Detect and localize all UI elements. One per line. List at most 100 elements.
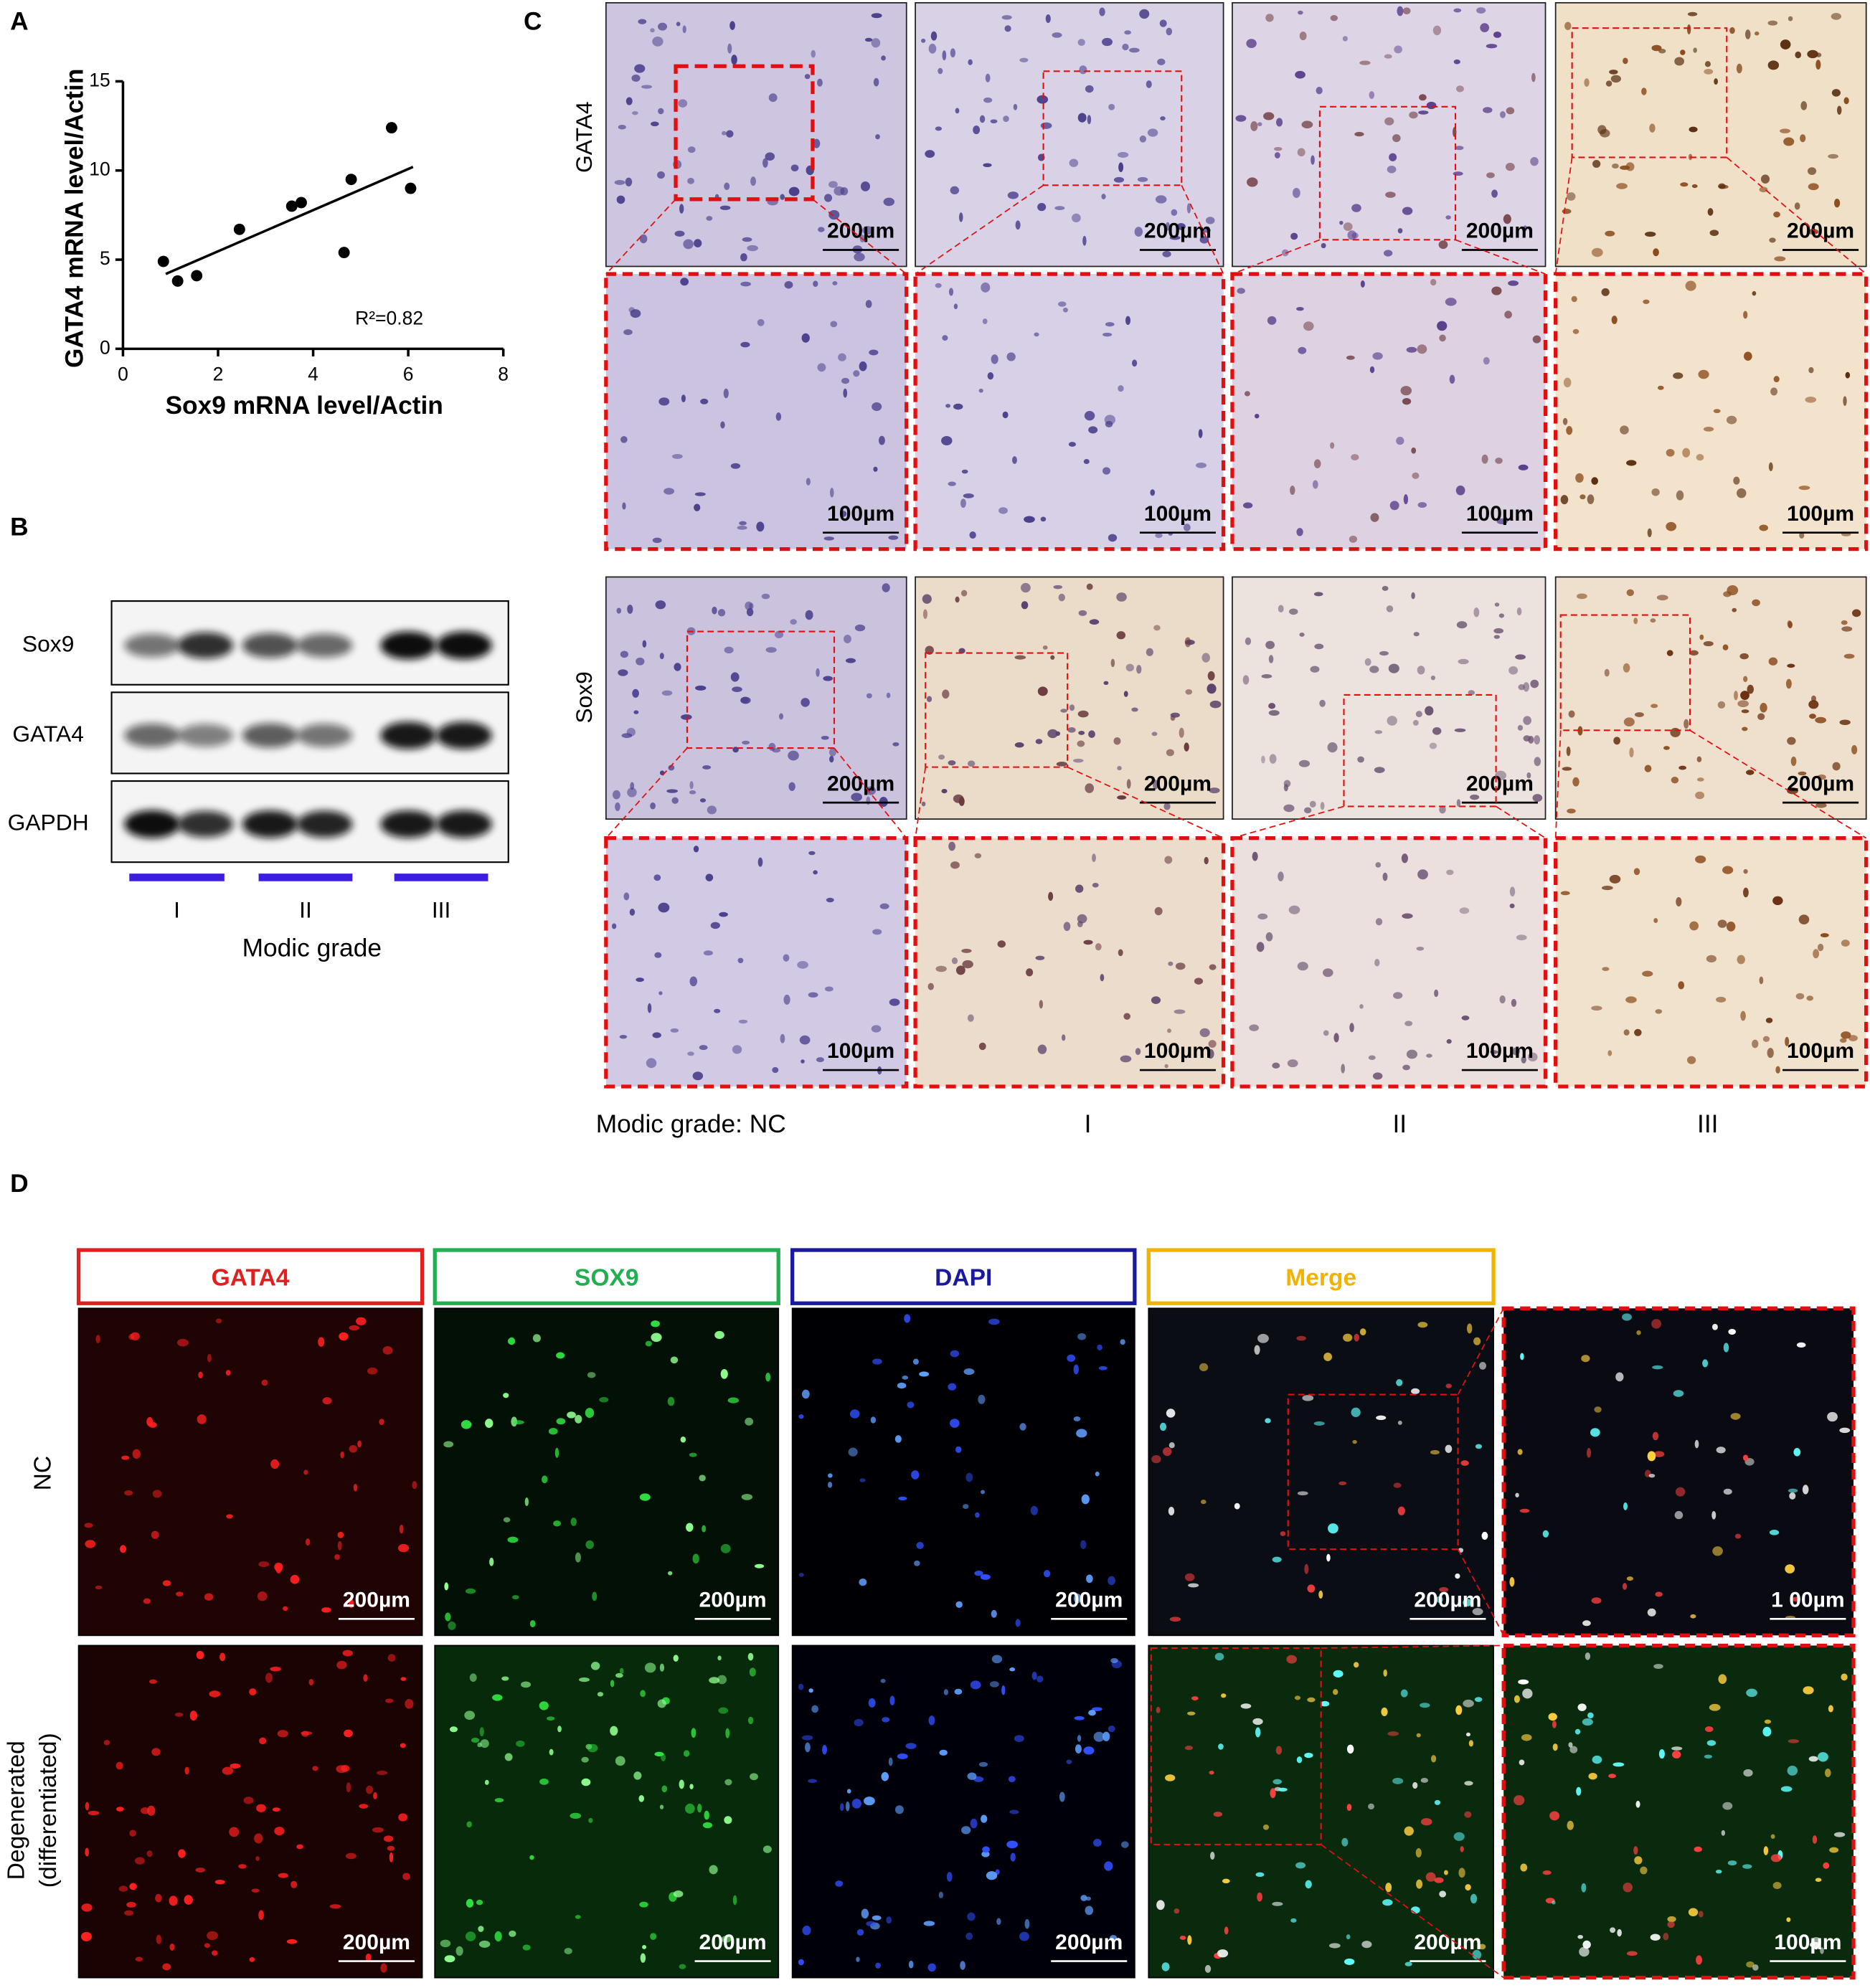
cell (1307, 1697, 1316, 1703)
cell (129, 1830, 136, 1837)
scale-bar-label: 200µm (1144, 219, 1212, 243)
cell (1299, 32, 1307, 41)
cell (1089, 619, 1100, 625)
cell (1281, 249, 1289, 257)
cell (888, 535, 899, 540)
cell (1727, 1860, 1737, 1866)
cell (1647, 1451, 1656, 1462)
cell (1521, 1056, 1526, 1064)
x-tick-label: 4 (308, 363, 318, 384)
cell (1101, 194, 1106, 199)
cell (1131, 707, 1138, 712)
row-label: (differentiated) (35, 1733, 62, 1888)
cell (1209, 1771, 1214, 1775)
cell (750, 1773, 758, 1781)
cell (1267, 316, 1277, 325)
cell (1323, 1352, 1333, 1361)
cell (1623, 1029, 1630, 1036)
data-point (157, 255, 169, 268)
cell (1560, 891, 1570, 896)
cell (1346, 1804, 1352, 1812)
cell (1706, 1740, 1716, 1746)
cell (1077, 39, 1085, 46)
cell (1093, 1731, 1105, 1742)
cell (1590, 1428, 1600, 1437)
cell (1031, 1672, 1037, 1680)
cell (1297, 1491, 1308, 1496)
cell (1640, 1866, 1648, 1875)
cell (694, 492, 706, 496)
cell (1773, 376, 1780, 382)
cell (259, 1737, 267, 1745)
y-tick-label: 0 (100, 336, 110, 358)
cell (859, 1578, 867, 1586)
cell (1591, 1597, 1602, 1604)
cell (961, 1826, 971, 1835)
cell (516, 1740, 525, 1747)
cell (908, 1960, 914, 1969)
cell (757, 318, 765, 326)
blot-band (296, 810, 353, 838)
cell (670, 1356, 679, 1364)
cell (912, 1358, 919, 1365)
cell (1007, 191, 1019, 199)
cell (1562, 767, 1572, 771)
cell (1734, 691, 1738, 701)
cell (85, 1540, 96, 1548)
cell (1695, 855, 1706, 863)
cell (1780, 128, 1791, 133)
cell (975, 1512, 980, 1518)
cell (1224, 1926, 1229, 1935)
cell (839, 511, 847, 517)
cell (1397, 6, 1404, 16)
cell (658, 397, 670, 406)
cell (727, 43, 732, 54)
cell (828, 748, 836, 757)
cell (882, 1717, 890, 1723)
cell (742, 237, 752, 242)
cell (1483, 107, 1493, 113)
cell (349, 1444, 358, 1453)
cell (553, 1520, 562, 1527)
cell (1760, 703, 1767, 713)
cell (1663, 746, 1670, 750)
cell (1483, 356, 1490, 365)
cell (1722, 1802, 1733, 1810)
cell (1644, 231, 1656, 237)
cell (1199, 236, 1209, 244)
cell (1417, 1322, 1428, 1328)
cell (1831, 89, 1841, 97)
cell (1037, 1044, 1047, 1054)
cell (207, 1353, 212, 1363)
cell (954, 1688, 963, 1695)
cell (1057, 301, 1067, 307)
cell (1647, 528, 1652, 537)
cell (1739, 653, 1749, 660)
cell (398, 1813, 408, 1822)
cell (1186, 203, 1191, 214)
cell (709, 1865, 718, 1875)
cell (198, 1371, 203, 1379)
cell (1609, 70, 1618, 75)
micrograph (1554, 272, 1869, 552)
cell (1270, 1788, 1276, 1799)
cell (1037, 202, 1047, 212)
cell (726, 130, 734, 138)
cell (1095, 943, 1102, 951)
cell (209, 1690, 221, 1698)
cell (1278, 605, 1284, 612)
cell (1458, 658, 1469, 665)
cell (623, 892, 630, 901)
cell (856, 1956, 860, 1962)
cell (1174, 1009, 1186, 1014)
cell (1437, 321, 1448, 331)
cell (383, 1835, 394, 1842)
cell (1678, 981, 1685, 990)
cell (1820, 933, 1829, 937)
cell (400, 1743, 406, 1748)
cell (1374, 730, 1383, 734)
cell (1504, 311, 1512, 319)
cell (859, 361, 867, 371)
cell (720, 421, 725, 429)
cell (1311, 155, 1315, 165)
